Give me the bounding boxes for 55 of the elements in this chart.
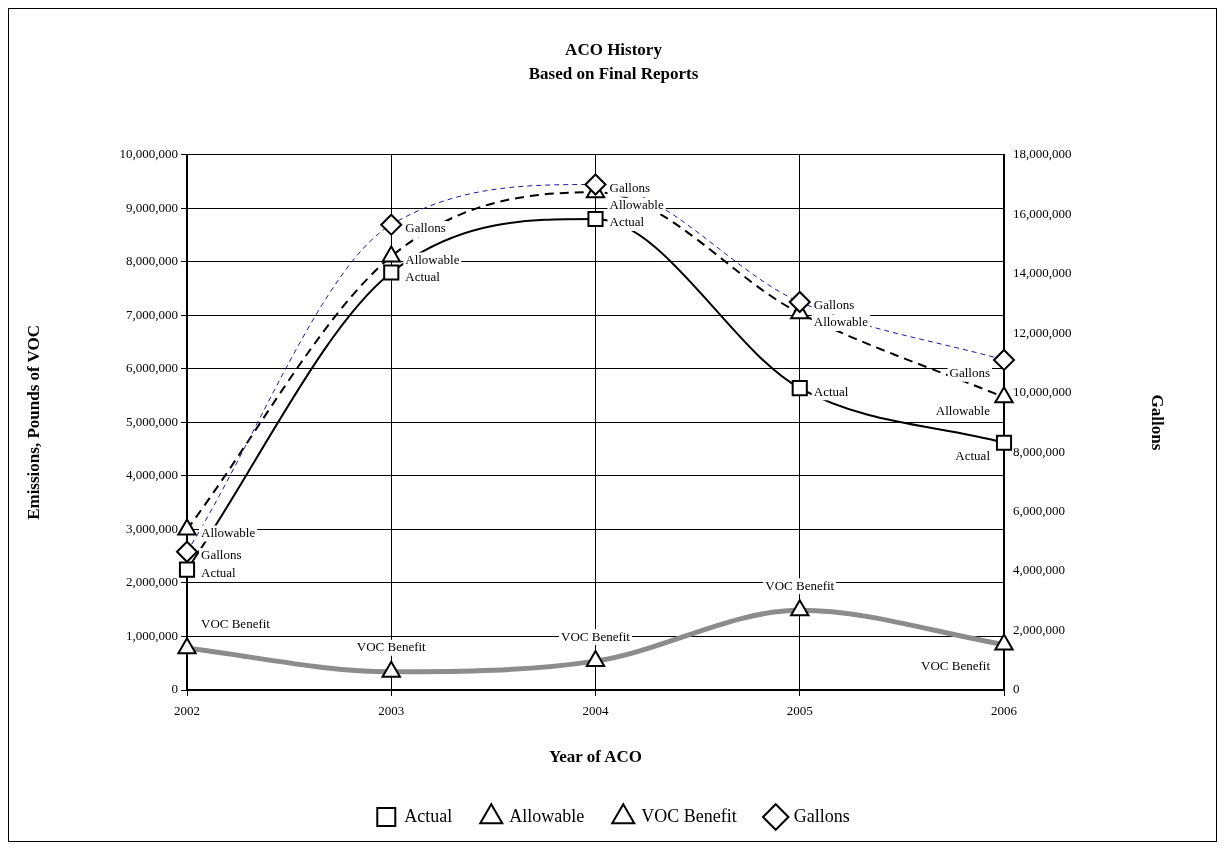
y2-tick-label: 8,000,000 bbox=[1013, 443, 1065, 459]
legend-label: VOC Benefit bbox=[641, 805, 737, 826]
legend-label: Allowable bbox=[509, 805, 585, 826]
annotation: Allowable bbox=[813, 314, 869, 330]
y-tick-label: 4,000,000 bbox=[126, 467, 178, 483]
y2-tick-label: 6,000,000 bbox=[1013, 503, 1065, 519]
y2-tick-label: 12,000,000 bbox=[1013, 324, 1072, 340]
chart-title: ACO History bbox=[565, 39, 663, 59]
annotation: Allowable bbox=[935, 402, 991, 418]
y-tick-label: 3,000,000 bbox=[126, 520, 178, 536]
y2-tick-label: 10,000,000 bbox=[1013, 384, 1072, 400]
legend-label: Gallons bbox=[793, 805, 850, 826]
annotation: VOC Benefit bbox=[356, 639, 427, 655]
y2-tick-label: 18,000,000 bbox=[1013, 146, 1072, 162]
annotation: Gallons bbox=[405, 220, 446, 236]
annotation: Actual bbox=[813, 383, 849, 399]
x-tick-label: 2002 bbox=[174, 703, 200, 719]
annotation: VOC Benefit bbox=[765, 577, 835, 593]
y-tick-label: 2,000,000 bbox=[126, 574, 178, 590]
chart-subtitle: Based on Final Reports bbox=[528, 63, 699, 83]
x-tick-label: 2004 bbox=[582, 703, 609, 719]
annotation: Allowable bbox=[201, 524, 256, 540]
y-tick-label: 5,000,000 bbox=[126, 413, 178, 429]
annotation: Actual bbox=[405, 268, 441, 284]
y2-axis-title: Gallons bbox=[1148, 394, 1168, 451]
annotation: Allowable bbox=[405, 251, 460, 267]
annotation: Gallons bbox=[813, 297, 855, 313]
annotation: VOC Benefit bbox=[201, 615, 271, 631]
annotation: Gallons bbox=[609, 180, 650, 196]
annotation: Allowable bbox=[609, 197, 664, 213]
y-tick-label: 0 bbox=[171, 681, 178, 697]
annotation: Actual bbox=[955, 448, 991, 464]
x-tick-label: 2003 bbox=[378, 703, 405, 719]
y2-tick-label: 2,000,000 bbox=[1013, 621, 1065, 637]
y2-tick-label: 4,000,000 bbox=[1013, 562, 1065, 578]
y-tick-label: 1,000,000 bbox=[126, 627, 178, 643]
y2-tick-label: 14,000,000 bbox=[1013, 265, 1072, 281]
y-tick-label: 8,000,000 bbox=[126, 253, 178, 269]
y-tick-label: 7,000,000 bbox=[126, 306, 178, 322]
x-tick-label: 2006 bbox=[991, 703, 1018, 719]
y2-tick-label: 0 bbox=[1013, 681, 1020, 697]
y-tick-label: 9,000,000 bbox=[126, 199, 178, 215]
x-tick-label: 2005 bbox=[786, 703, 813, 719]
y2-tick-label: 16,000,000 bbox=[1013, 205, 1072, 221]
y-tick-label: 6,000,000 bbox=[126, 360, 178, 376]
y-axis-title: Emissions, Pounds of VOC bbox=[23, 324, 43, 520]
annotation: VOC Benefit bbox=[921, 657, 991, 673]
annotation: Actual bbox=[609, 214, 645, 230]
legend-label: Actual bbox=[404, 805, 453, 826]
annotation: VOC Benefit bbox=[561, 628, 631, 644]
x-axis-title: Year of ACO bbox=[548, 747, 643, 767]
y-tick-label: 10,000,000 bbox=[119, 146, 178, 162]
annotation: Gallons bbox=[949, 365, 990, 381]
annotation: Actual bbox=[201, 565, 237, 580]
annotation: Gallons bbox=[201, 547, 242, 563]
